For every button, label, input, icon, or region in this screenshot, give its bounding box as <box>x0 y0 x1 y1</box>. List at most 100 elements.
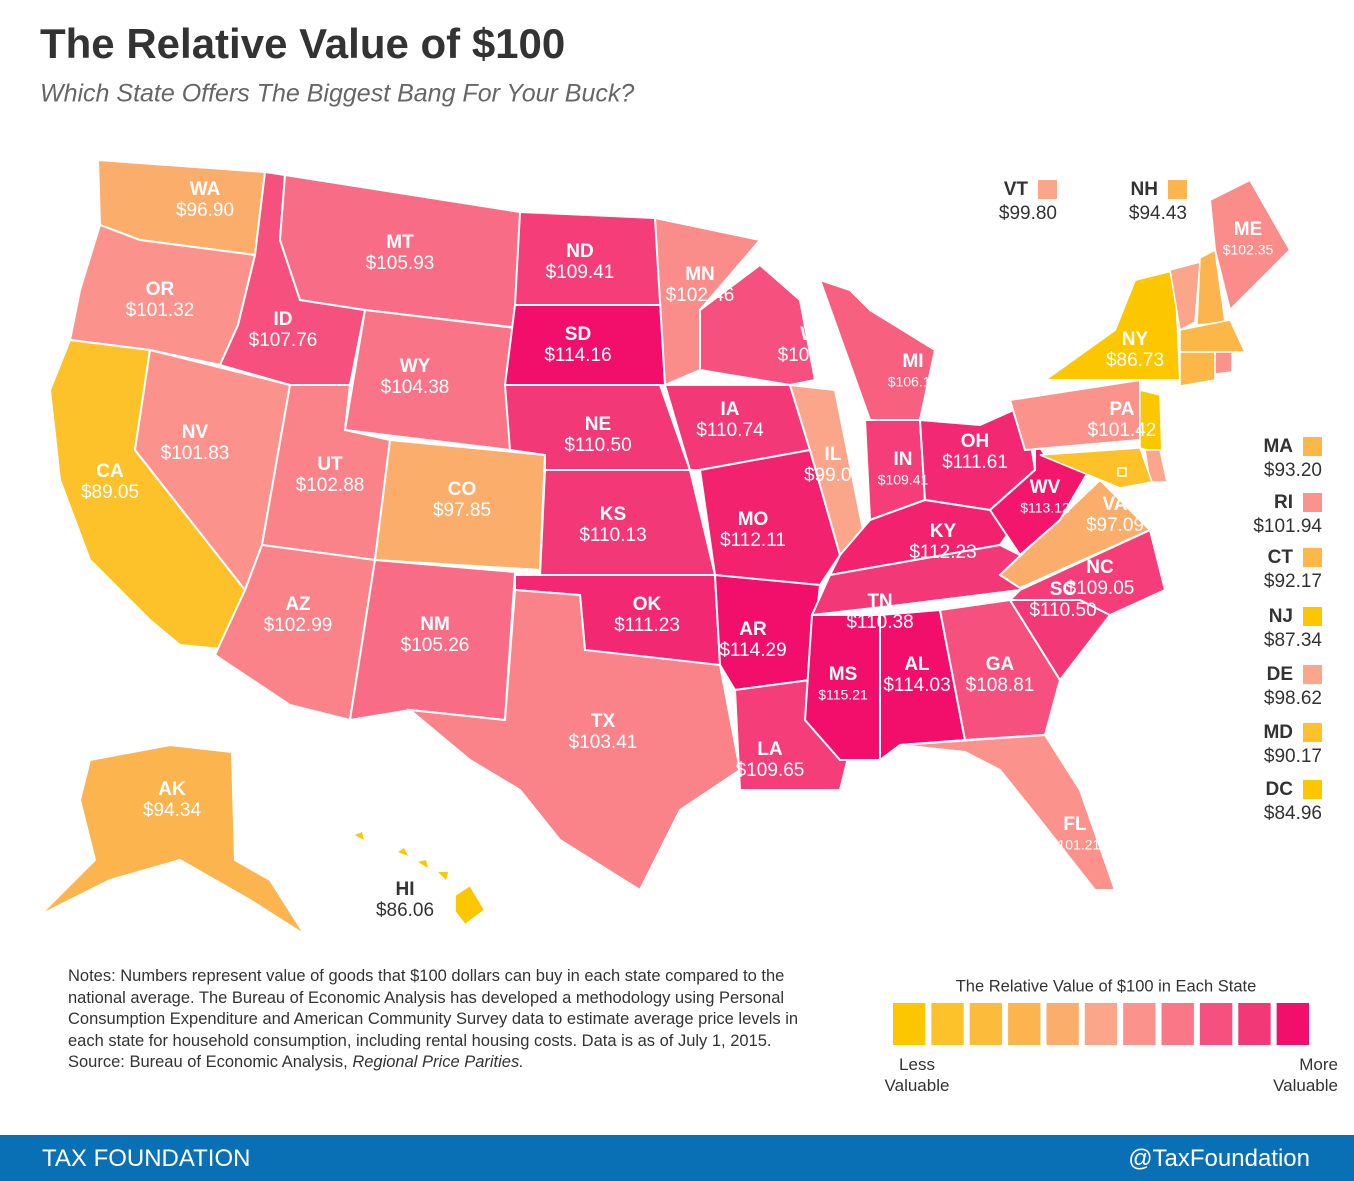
source: Source: Bureau of Economic Analysis, Reg… <box>68 1052 808 1074</box>
state-value: $106.16 <box>888 374 939 390</box>
side-value: $90.17 <box>1264 746 1322 767</box>
state-shape <box>1117 467 1127 477</box>
state-value: $107.64 <box>778 345 847 366</box>
state-swatch <box>1038 180 1057 199</box>
title: The Relative Value of $100 <box>40 20 565 67</box>
state-value: $109.41 <box>878 472 929 488</box>
side-abbr: NH <box>1131 179 1158 200</box>
state-value: $101.83 <box>161 443 230 464</box>
state-value: $102.46 <box>666 285 735 306</box>
state-value: $86.73 <box>1106 350 1164 371</box>
state-abbr: OK <box>633 594 662 615</box>
side-value: $101.94 <box>1253 516 1322 537</box>
footer-brand: TAX FOUNDATION <box>42 1145 251 1172</box>
state-abbr: MO <box>738 509 769 530</box>
side-abbr: RI <box>1274 492 1293 513</box>
state-value: $102.88 <box>296 475 365 496</box>
side-value: $87.34 <box>1264 630 1323 651</box>
state-value: $115.21 <box>818 687 868 703</box>
side-abbr: MD <box>1263 722 1293 743</box>
state-abbr: KY <box>930 521 957 542</box>
state-value: $110.13 <box>579 525 646 546</box>
state-shape <box>1179 351 1216 387</box>
state-value: $101.32 <box>126 300 195 321</box>
side-value: $99.80 <box>999 203 1057 224</box>
state-value: $103.41 <box>569 732 638 753</box>
state-value: $112.23 <box>909 542 976 563</box>
side-abbr: CT <box>1268 547 1294 568</box>
legend-swatch <box>1046 1003 1079 1045</box>
state-abbr: FL <box>1063 814 1087 835</box>
state-value: $114.03 <box>883 675 950 696</box>
state-abbr: ME <box>1234 219 1263 240</box>
legend-swatch <box>1008 1003 1041 1045</box>
island <box>398 848 408 856</box>
state-shape <box>39 743 306 936</box>
state-value: $111.61 <box>942 452 1008 473</box>
state-value: $109.41 <box>546 262 615 283</box>
state-abbr: SC <box>1050 579 1077 600</box>
state-value: $105.26 <box>401 635 470 656</box>
state-abbr: HI <box>396 879 415 900</box>
state-abbr: OH <box>961 431 990 452</box>
legend-swatch <box>1161 1003 1194 1045</box>
state-abbr: NC <box>1086 557 1114 578</box>
side-abbr: DE <box>1267 664 1293 685</box>
state-value: $109.05 <box>1066 578 1135 599</box>
state-abbr: MN <box>685 264 715 285</box>
state-value: $94.34 <box>143 800 202 821</box>
state-abbr: OR <box>146 279 175 300</box>
state-value: $105.93 <box>366 253 435 274</box>
state-abbr: AK <box>158 779 186 800</box>
state-shape <box>899 733 1117 891</box>
state-value: $111.23 <box>614 615 680 636</box>
state-value: $96.90 <box>176 200 234 221</box>
state-shape <box>538 469 717 576</box>
side-abbr: VT <box>1004 179 1029 200</box>
state-value: $102.35 <box>1223 242 1274 258</box>
state-shape <box>938 598 1062 742</box>
state-abbr: WA <box>190 179 221 200</box>
state-abbr: TN <box>867 591 892 612</box>
state-shape <box>1179 319 1247 353</box>
legend <box>893 1003 1309 1045</box>
state-value: $104.38 <box>381 377 450 398</box>
legend-low: Less Valuable <box>884 1055 950 1095</box>
state-shape <box>713 573 822 692</box>
state-shape <box>1039 447 1153 489</box>
state-shape <box>699 263 817 387</box>
state-value: $112.11 <box>720 530 786 551</box>
side-abbr: MA <box>1263 436 1293 457</box>
state-swatch <box>1303 493 1322 512</box>
state-shape <box>1139 389 1163 457</box>
state-abbr: NE <box>585 414 611 435</box>
source-title: Regional Price Parities. <box>352 1053 524 1071</box>
state-value: $86.06 <box>376 900 434 921</box>
state-value: $114.29 <box>719 640 786 661</box>
state-shape <box>1169 261 1201 332</box>
state-value: $102.99 <box>264 615 333 636</box>
state-value: $114.16 <box>544 345 611 366</box>
state-swatch <box>1168 180 1187 199</box>
state-abbr: MS <box>829 664 858 685</box>
legend-swatch <box>1199 1003 1233 1045</box>
state-swatch <box>1303 665 1322 684</box>
state-abbr: ID <box>274 309 293 330</box>
state-shape <box>1208 178 1292 312</box>
side-value: $93.20 <box>1264 460 1322 481</box>
state-value: $97.09 <box>1086 515 1144 536</box>
state-abbr: CA <box>96 461 124 482</box>
state-abbr: VA <box>1103 494 1128 515</box>
state-abbr: LA <box>757 739 783 760</box>
state-value: $109.65 <box>736 760 805 781</box>
legend-swatch <box>931 1003 964 1045</box>
state-abbr: ND <box>566 241 593 262</box>
states <box>39 158 1292 936</box>
state-swatch <box>1303 548 1322 567</box>
state-value: $110.38 <box>846 612 913 633</box>
island <box>438 872 448 880</box>
legend-swatch <box>893 1003 926 1045</box>
subtitle: Which State Offers The Biggest Bang For … <box>40 80 634 108</box>
legend-swatch <box>1238 1003 1271 1045</box>
